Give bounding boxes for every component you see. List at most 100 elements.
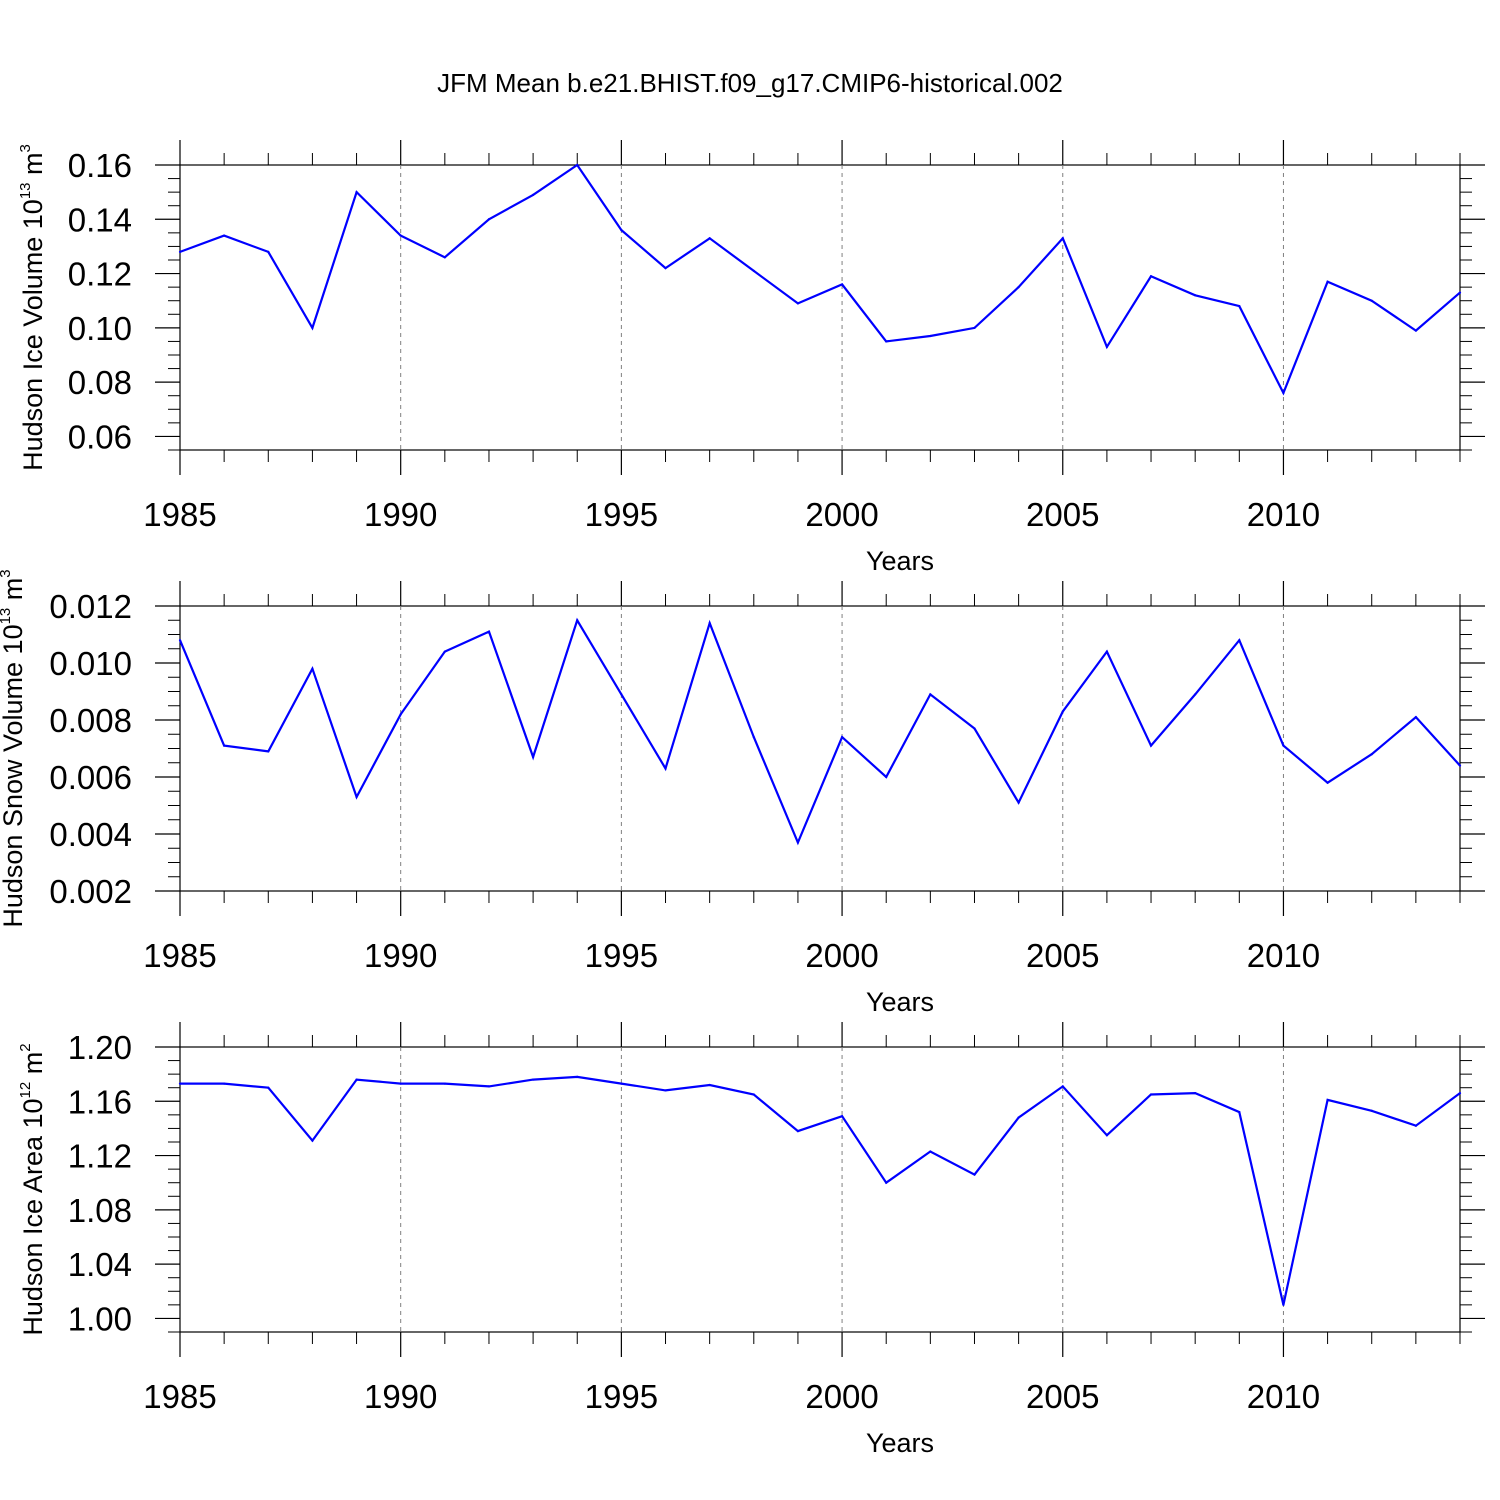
data-point (487, 218, 491, 221)
y-axis-label: Hudson Snow Volume 1013 m3 (0, 569, 28, 927)
data-point (355, 795, 358, 799)
x-tick-label: 2000 (805, 496, 878, 533)
y-tick-label: 0.12 (68, 256, 132, 293)
data-point (1370, 753, 1373, 756)
x-tick-label: 1990 (364, 937, 437, 974)
data-point (1194, 294, 1197, 297)
data-point (1105, 345, 1108, 348)
data-point (840, 283, 844, 286)
y-tick-label: 0.14 (68, 201, 132, 238)
x-tick-label: 2005 (1026, 496, 1099, 533)
data-point (1282, 391, 1285, 395)
series-line (179, 163, 1461, 396)
data-point (708, 1083, 711, 1087)
data-point (1017, 286, 1020, 289)
figure-title: JFM Mean b.e21.BHIST.f09_g17.CMIP6-histo… (437, 68, 1063, 98)
x-tick-label: 1985 (143, 496, 216, 533)
data-point (399, 234, 402, 237)
data-point (1414, 1124, 1417, 1127)
y-tick-label: 1.00 (68, 1300, 132, 1337)
plot-frame (179, 605, 1461, 892)
data-point (487, 1085, 491, 1088)
data-point (664, 267, 667, 270)
data-point (399, 1082, 402, 1085)
data-point (1238, 305, 1241, 308)
data-point (929, 334, 932, 338)
data-point (1238, 639, 1241, 642)
data-point (355, 191, 358, 194)
data-point (178, 1082, 182, 1085)
data-point (223, 744, 226, 747)
x-tick-label: 2010 (1247, 496, 1320, 533)
data-point (1061, 1085, 1064, 1088)
y-tick-label: 0.16 (68, 147, 132, 184)
data-point (1061, 710, 1064, 713)
data-point (311, 326, 314, 329)
plot-frame (179, 164, 1461, 451)
data-point (752, 269, 755, 272)
data-point (1326, 1098, 1329, 1102)
x-tick-label: 2000 (805, 1378, 878, 1415)
data-point (443, 1082, 446, 1085)
data-point (796, 1130, 800, 1133)
y-tick-label: 0.008 (49, 702, 132, 739)
data-point (1370, 1109, 1373, 1112)
data-point (267, 250, 270, 253)
data-point (1149, 275, 1153, 278)
y-tick-label: 1.20 (68, 1029, 132, 1066)
data-point (178, 250, 182, 253)
panel-snow-volume: 1985 1990 1995 2000 2005 2010 0.002 0.004 0.006 0… (0, 569, 1485, 1017)
data-point (664, 767, 667, 770)
data-point (929, 1150, 932, 1153)
series-line (178, 617, 1461, 846)
data-point (885, 1181, 888, 1184)
y-tick-label: 1.04 (68, 1246, 132, 1283)
data-point (311, 667, 314, 670)
data-point (1061, 237, 1064, 240)
data-point (752, 1093, 755, 1096)
panel-ice-volume: 1985 1990 1995 2000 2005 2010 0.06 0.08 0.10 0.12… (17, 140, 1485, 576)
data-point (620, 693, 623, 696)
data-point (840, 1115, 844, 1118)
y-tick-label: 0.06 (68, 418, 132, 455)
y-tick-label: 1.08 (68, 1192, 132, 1229)
y-tick-label: 0.002 (49, 873, 132, 910)
data-point (223, 1082, 226, 1085)
y-tick-label: 0.004 (49, 816, 132, 853)
x-tick-label: 2010 (1247, 1378, 1320, 1415)
data-point (1194, 693, 1197, 696)
data-point (443, 256, 446, 259)
data-point (1414, 716, 1417, 719)
data-point (708, 622, 711, 625)
data-point (1458, 291, 1462, 294)
x-axis-label: Years (866, 1428, 934, 1458)
data-point (355, 1078, 358, 1081)
data-point (311, 1139, 314, 1142)
y-axis-label: Hudson Ice Area 1012 m2 (17, 1043, 48, 1335)
data-point (399, 713, 402, 716)
data-point (973, 727, 976, 730)
data-point (532, 755, 535, 759)
x-axis-label: Years (866, 546, 934, 576)
y-tick-label: 0.10 (68, 310, 132, 347)
data-point (796, 841, 800, 844)
data-point (708, 237, 711, 240)
data-point (973, 326, 976, 329)
data-point (1194, 1092, 1197, 1095)
panel-ice-area: 1985 1990 1995 2000 2005 2010 1.00 1.04 1.08 1.12… (17, 1022, 1485, 1458)
plot-frame (179, 1046, 1461, 1333)
data-point (1282, 1303, 1285, 1306)
x-tick-label: 2005 (1026, 1378, 1099, 1415)
data-point (752, 736, 755, 739)
data-point (885, 340, 888, 343)
data-point (1326, 280, 1329, 283)
data-point (929, 693, 932, 696)
x-axis-label: Years (866, 987, 934, 1017)
data-point (223, 234, 226, 237)
data-point (1370, 299, 1373, 302)
data-point (1458, 1092, 1462, 1095)
data-point (576, 163, 579, 167)
y-tick-label: 0.010 (49, 645, 132, 682)
data-point (1105, 1134, 1108, 1137)
